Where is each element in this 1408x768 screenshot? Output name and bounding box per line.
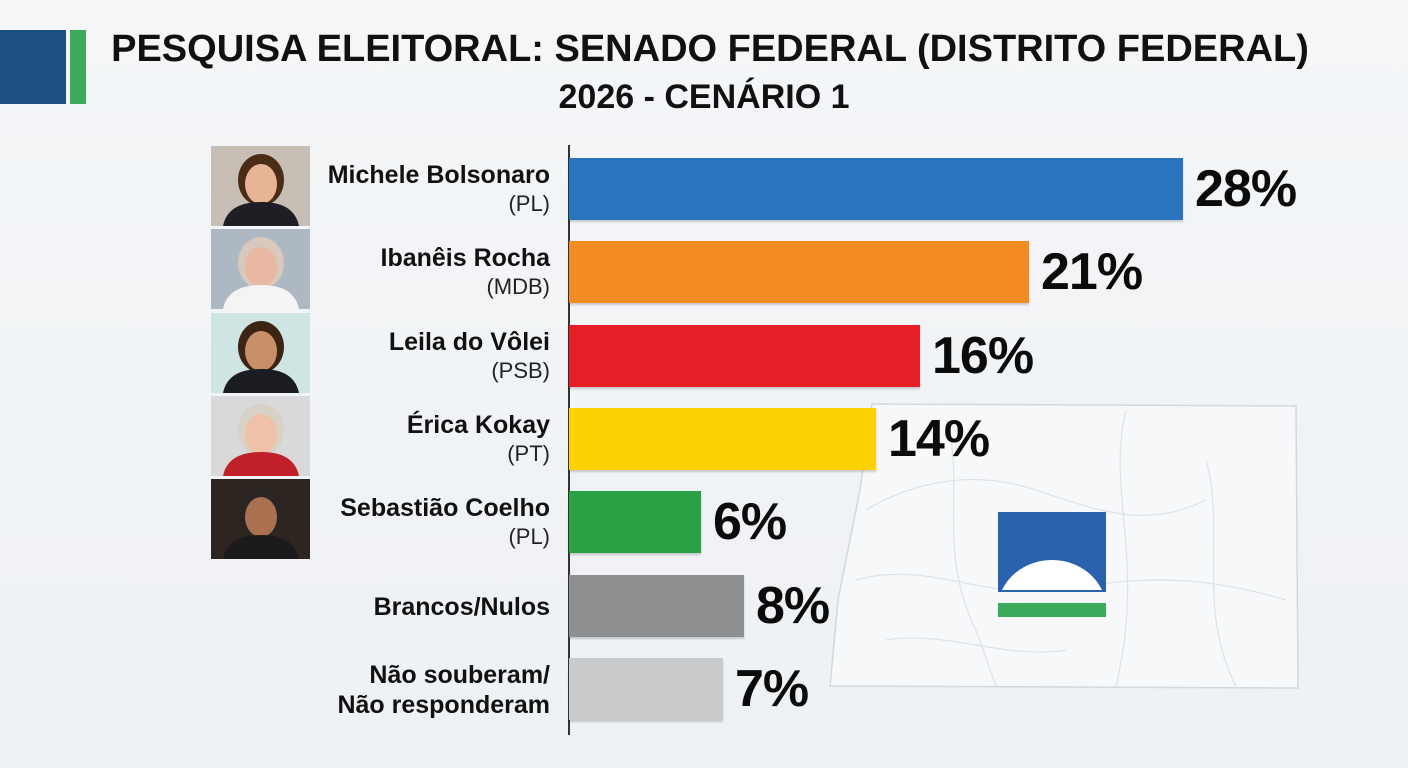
portrait-icon — [211, 479, 310, 559]
df-flag-icon — [998, 512, 1106, 617]
logo-blue-block — [0, 30, 66, 104]
bar — [569, 575, 744, 637]
portrait-icon — [211, 146, 310, 226]
candidate-name: Michele Bolsonaro — [327, 161, 550, 189]
bar — [569, 658, 723, 720]
data-label: 6% — [713, 493, 787, 551]
data-label: 8% — [756, 577, 830, 635]
candidate-name: Ibanêis Rocha — [380, 244, 551, 272]
candidate-name: Não souberam/ — [369, 661, 550, 689]
candidate-name: Sebastião Coelho — [340, 494, 550, 522]
chart-subtitle: 2026 - CENÁRIO 1 — [558, 78, 850, 116]
candidate-party: (PL) — [508, 191, 550, 216]
logo-green-stripe — [70, 30, 86, 104]
candidate-name: Érica Kokay — [406, 411, 550, 439]
candidate-name: Brancos/Nulos — [373, 593, 550, 621]
bar — [569, 408, 876, 470]
bar — [569, 241, 1029, 303]
data-label: 21% — [1041, 243, 1143, 301]
df-map-watermark-icon — [829, 403, 1299, 689]
candidate-photo — [211, 229, 310, 309]
candidate-party: (MDB) — [486, 274, 550, 299]
candidate-party: (PSB) — [491, 358, 550, 383]
data-label: 14% — [888, 410, 990, 468]
data-label: 28% — [1195, 160, 1297, 218]
portrait-icon — [211, 229, 310, 309]
candidate-party: (PT) — [507, 441, 550, 466]
candidate-photo — [211, 146, 310, 226]
chart-title: PESQUISA ELEITORAL: SENADO FEDERAL (DIST… — [111, 28, 1309, 70]
candidate-name: Não responderam — [337, 691, 550, 719]
candidate-party: (PL) — [508, 524, 550, 549]
candidate-photo — [211, 313, 310, 393]
portrait-icon — [211, 313, 310, 393]
candidate-photo — [211, 396, 310, 476]
candidate-photo — [211, 479, 310, 559]
portrait-icon — [211, 396, 310, 476]
bar — [569, 158, 1183, 220]
candidate-name: Leila do Vôlei — [388, 328, 550, 356]
data-label: 7% — [735, 660, 809, 718]
bar — [569, 491, 701, 553]
bar — [569, 325, 920, 387]
data-label: 16% — [932, 327, 1034, 385]
